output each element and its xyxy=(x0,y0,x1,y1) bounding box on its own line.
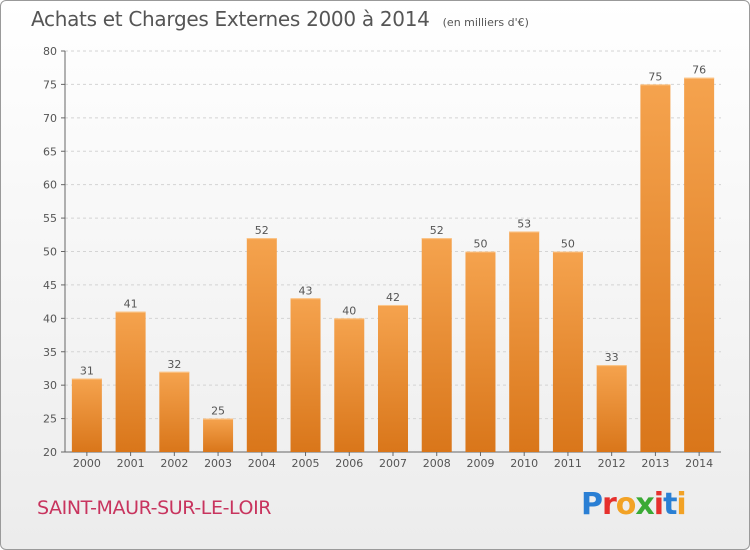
bar xyxy=(246,238,277,452)
labels: 31 2000 41 2001 32 2002 25 2003 52 2004 43 2005 40 20… xyxy=(73,64,713,470)
axes: 20 25 30 35 40 45 50 55 60 65 70 75 80 xyxy=(43,45,721,459)
chart-unit: (en milliers d'€) xyxy=(442,16,529,29)
bar xyxy=(334,318,365,452)
data-label: 40 xyxy=(342,304,356,317)
y-tick-label: 55 xyxy=(43,212,57,225)
bar xyxy=(640,84,671,453)
bar xyxy=(465,251,496,452)
bar xyxy=(203,418,234,452)
data-label: 50 xyxy=(561,238,575,251)
bar xyxy=(552,251,583,452)
y-tick-label: 25 xyxy=(43,413,57,426)
x-tick-label: 2011 xyxy=(554,457,582,470)
y-tick-label: 75 xyxy=(43,78,57,91)
bar xyxy=(290,298,321,452)
x-tick-label: 2005 xyxy=(292,457,320,470)
data-label: 76 xyxy=(692,64,706,77)
data-label: 75 xyxy=(648,70,662,83)
y-tick-label: 40 xyxy=(43,312,57,325)
data-label: 52 xyxy=(255,224,269,237)
data-label: 53 xyxy=(517,217,531,230)
y-tick-label: 30 xyxy=(43,379,57,392)
x-tick-label: 2013 xyxy=(641,457,669,470)
y-tick-label: 35 xyxy=(43,346,57,359)
data-label: 41 xyxy=(124,298,138,311)
bars xyxy=(71,77,715,453)
city-name: SAINT-MAUR-SUR-LE-LOIR xyxy=(37,497,272,519)
bar xyxy=(378,304,408,452)
x-tick-label: 2000 xyxy=(73,457,101,470)
y-tick-label: 70 xyxy=(43,112,57,125)
y-tick-label: 20 xyxy=(43,446,57,459)
y-tick-label: 50 xyxy=(43,246,57,259)
data-label: 25 xyxy=(211,405,225,418)
proxiti-logo[interactable]: Proxiti xyxy=(581,487,687,522)
x-tick-label: 2008 xyxy=(423,457,451,470)
data-label: 31 xyxy=(80,364,94,377)
chart-title: Achats et Charges Externes 2000 à 2014 xyxy=(31,7,430,31)
x-tick-label: 2012 xyxy=(598,457,626,470)
x-tick-label: 2004 xyxy=(248,457,276,470)
x-tick-label: 2003 xyxy=(204,457,232,470)
data-label: 32 xyxy=(167,358,181,371)
bar xyxy=(596,365,627,452)
bar xyxy=(159,371,190,452)
y-tick-label: 80 xyxy=(43,45,57,58)
data-label: 42 xyxy=(386,291,400,304)
y-tick-label: 45 xyxy=(43,279,57,292)
bar xyxy=(115,311,146,452)
x-tick-label: 2014 xyxy=(685,457,713,470)
data-label: 50 xyxy=(473,238,487,251)
data-label: 43 xyxy=(299,284,313,297)
x-tick-label: 2009 xyxy=(466,457,494,470)
bar xyxy=(71,378,102,452)
y-tick-label: 60 xyxy=(43,179,57,192)
bar xyxy=(421,238,452,452)
x-tick-label: 2002 xyxy=(160,457,188,470)
bar xyxy=(684,77,715,452)
title-row: Achats et Charges Externes 2000 à 2014 (… xyxy=(31,7,529,31)
x-tick-label: 2010 xyxy=(510,457,538,470)
y-tick-label: 65 xyxy=(43,145,57,158)
x-tick-label: 2007 xyxy=(379,457,407,470)
data-label: 33 xyxy=(605,351,619,364)
x-tick-label: 2001 xyxy=(117,457,145,470)
data-label: 52 xyxy=(430,224,444,237)
bar xyxy=(509,231,540,452)
x-tick-label: 2006 xyxy=(335,457,363,470)
